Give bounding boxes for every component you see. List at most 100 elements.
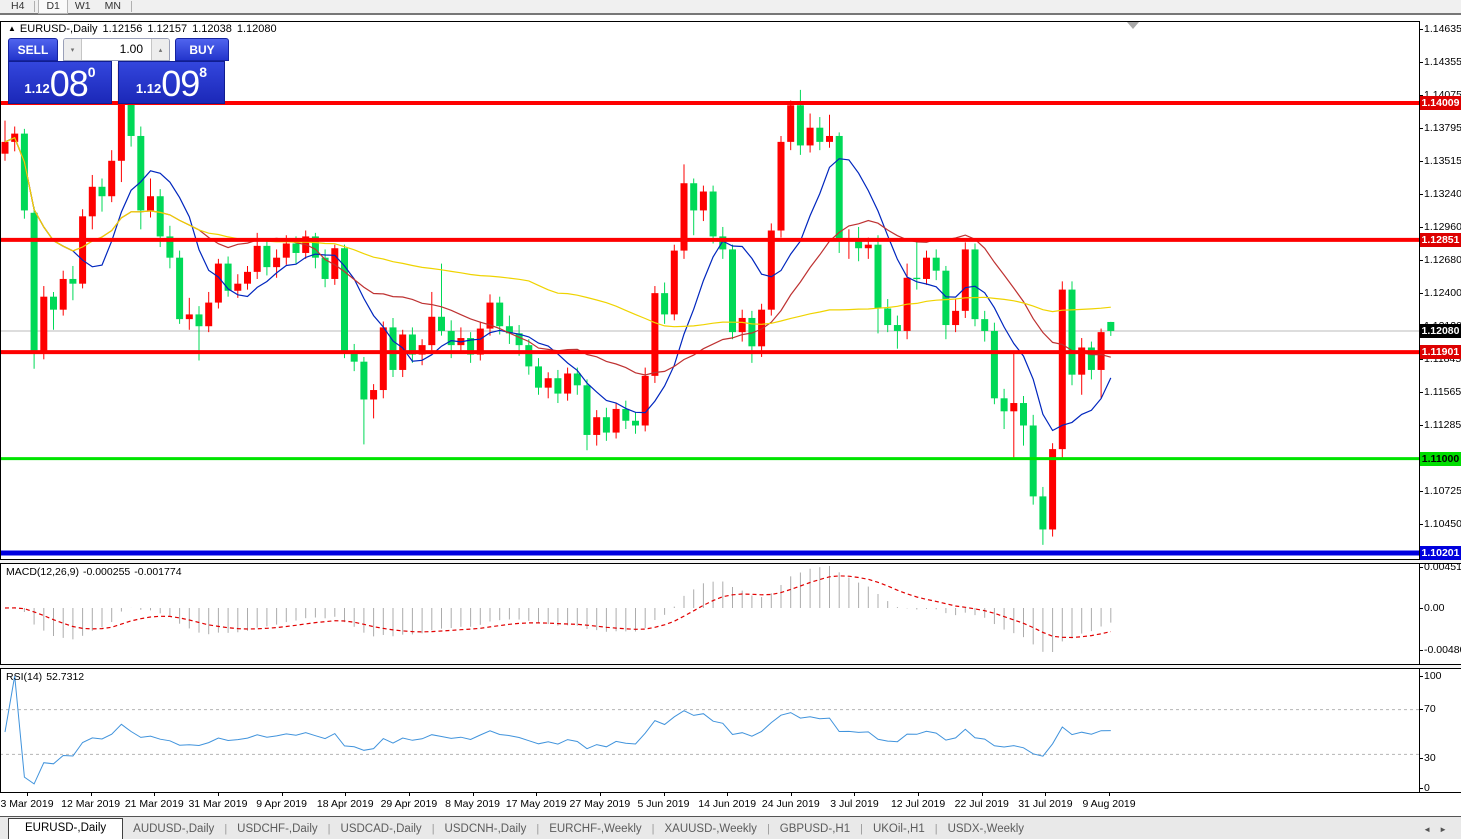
tab-eurchf-weekly[interactable]: EURCHF-,Weekly [549,823,642,835]
timeframe-w1-button[interactable]: W1 [74,0,91,12]
candle-body [1058,289,1066,450]
candle-body [467,338,475,355]
candle-body [476,328,484,355]
candle-body [738,317,746,333]
date-axis[interactable]: 3 Mar 2019 12 Mar 2019 21 Mar 2019 31 Mar 2… [0,792,1461,816]
date-tick-mark [1045,793,1047,796]
indicator-axis-tick-mark [1419,608,1423,609]
macd-panel[interactable] [0,563,1419,665]
candle-body [321,257,329,279]
macd-label: MACD(12,26,9) -0.000255 -0.001774 [6,566,182,578]
candle-body [69,278,77,284]
candle-body [292,243,300,253]
candle-body [282,243,290,258]
rsi-axis-tick-label: 30 [1424,752,1436,764]
ohlc-close: 1.12080 [236,23,277,35]
tab-usdchf-daily[interactable]: USDCHF-,Daily [237,823,318,835]
candle-body [641,375,649,426]
tabs-scroll-left-icon[interactable]: ◄ [1423,825,1440,834]
candle-body [166,236,174,258]
price-axis[interactable] [1420,21,1461,792]
sell-price[interactable]: 1.12 08 0 [8,61,112,104]
date-axis-label: 24 Jun 2019 [761,798,820,810]
date-axis-label: 29 Apr 2019 [380,798,438,810]
timeframe-d1-button[interactable]: D1 [38,0,68,14]
candle-body [79,216,87,284]
candle-body [311,236,319,258]
collapse-arrow-icon[interactable]: ▲ [8,24,16,33]
tabs-scroll-right-icon[interactable]: ► [1439,825,1455,834]
date-tick-mark [472,793,474,796]
price-axis-tick-mark [1419,128,1423,129]
tab-usdx-weekly[interactable]: USDX-,Weekly [947,823,1025,835]
candle-body [816,127,824,142]
candle-body [253,245,261,272]
candle-body [612,408,620,433]
candle-body [573,373,581,386]
candle-body [1029,425,1037,497]
indicator-axis-tick-mark [1419,650,1423,651]
date-axis-label: 3 Jul 2019 [830,798,879,810]
candle-body [515,333,523,346]
candle-body [1000,398,1008,412]
tab-ukoil-h1[interactable]: UKOil-,H1 [872,823,925,835]
candle-body [447,330,455,346]
price-chart[interactable] [0,21,1419,560]
timeframe-toolbar: H4 D1 W1 MN [0,0,1461,15]
tab-usdcnh-daily[interactable]: USDCNH-,Daily [444,823,527,835]
price-axis-tick-mark [1419,260,1423,261]
level-price-badge: 1.11901 [1420,345,1461,359]
volume-input[interactable]: 1.00 [119,42,143,56]
volume-increase-button[interactable]: ▴ [151,39,169,60]
candle-body [826,135,833,142]
candle-body [486,302,494,329]
ohlc-high: 1.12157 [147,23,188,35]
candle-body [137,135,145,211]
chart-shift-marker-icon[interactable] [1127,22,1139,29]
timeframe-mn-button[interactable]: MN [104,0,121,12]
price-axis-tick-label: 1.10725 [1424,485,1461,497]
candle-body [699,191,707,211]
candle-body [59,278,67,310]
price-axis-tick-mark [1419,95,1423,96]
candle-body [729,249,736,333]
tab-eurusd-daily[interactable]: EURUSD-,Daily [8,818,124,839]
candle-body [758,309,766,347]
rsi-panel[interactable] [0,669,1419,792]
macd-axis-tick-label: -0.004806 [1424,644,1461,656]
rsi-label: RSI(14) 52.7312 [6,671,85,683]
buy-button[interactable]: BUY [175,38,229,61]
candle-body [205,302,213,327]
candle-body [224,263,232,291]
sell-price-big: 08 [49,63,89,104]
candle-body [952,310,960,326]
rsi-splitter[interactable] [0,664,1461,669]
price-axis-tick-label: 1.14635 [1424,23,1461,35]
symbol-label: EURUSD-,Daily [19,23,98,35]
candle-body [379,327,387,391]
candle-body [30,212,38,353]
tab-audusd-daily[interactable]: AUDUSD-,Daily [133,823,215,835]
candle-body [350,352,358,362]
tab-xauusd-weekly[interactable]: XAUUSD-,Weekly [664,823,757,835]
sell-button[interactable]: SELL [8,38,58,61]
tab-gbpusd-h1[interactable]: GBPUSD-,H1 [779,823,851,835]
candle-body [1049,449,1057,530]
candle-body [185,314,193,320]
candle-body [428,316,436,346]
candle-body [234,283,242,291]
candle-body [787,105,795,142]
macd-splitter[interactable] [0,559,1461,564]
timeframe-h4-button[interactable]: H4 [11,0,25,12]
volume-decrease-button[interactable]: ▾ [64,39,82,60]
chart-title: ▲ EURUSD-,Daily 1.12156 1.12157 1.12038 1.120… [8,23,282,35]
toolbar-separator [34,1,36,12]
date-axis-label: 3 Mar 2019 [0,798,54,810]
buy-price[interactable]: 1.12 09 8 [118,61,225,104]
candle-body [855,239,863,249]
candle-body [408,334,416,355]
tab-usdcad-daily[interactable]: USDCAD-,Daily [340,823,422,835]
price-axis-tick-label: 1.12680 [1424,254,1461,266]
tab-separator: | [860,823,863,835]
